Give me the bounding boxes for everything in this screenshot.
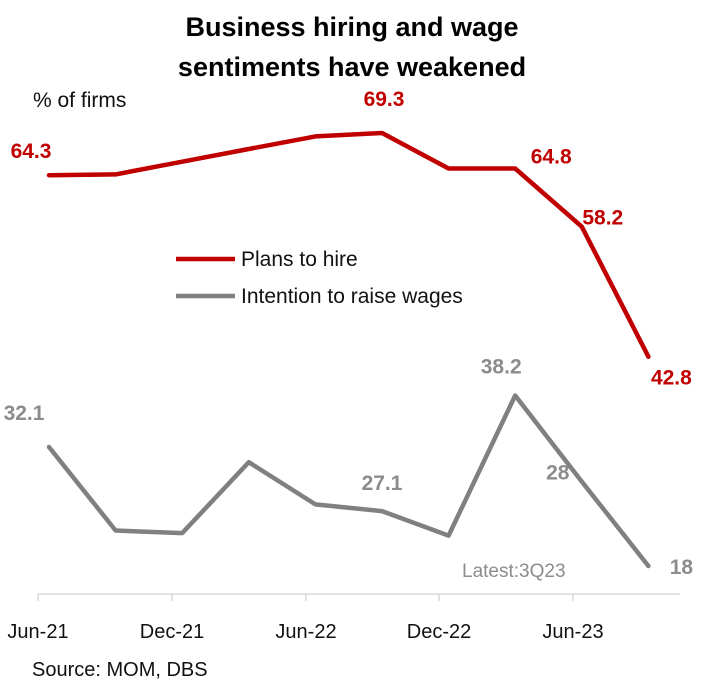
data-label: 32.1 (4, 402, 45, 425)
x-tick-label: Jun-22 (275, 621, 336, 643)
x-tick-label: Jun-21 (7, 621, 68, 643)
data-label: 64.8 (531, 146, 572, 169)
x-tick-label: Dec-22 (407, 621, 471, 643)
legend: Plans to hire Intention to raise wages (176, 248, 463, 308)
data-label: 18 (670, 556, 694, 579)
data-label: 38.2 (481, 356, 522, 379)
source-note: Source: MOM, DBS (32, 659, 208, 681)
plans-to-hire-line (46, 130, 651, 359)
chart-title-line-2: sentiments have weakened (178, 52, 526, 82)
x-axis-ticks: Jun-21 Dec-21 Jun-22 Dec-22 Jun-23 (7, 594, 604, 643)
data-label: 27.1 (362, 472, 403, 495)
chart-title-line-1: Business hiring and wage (185, 12, 518, 42)
y-axis-unit-label: % of firms (33, 89, 126, 112)
legend-label-plans-to-hire: Plans to hire (241, 248, 358, 271)
data-label: 28 (546, 462, 570, 485)
data-label: 58.2 (582, 207, 623, 230)
data-labels: 64.3 69.3 64.8 58.2 42.8 32.1 27.1 38.2 28 18 (4, 88, 694, 579)
latest-annotation: Latest:3Q23 (462, 561, 566, 582)
data-label: 64.3 (11, 140, 52, 163)
data-label: 69.3 (364, 88, 405, 111)
wage-intention-line (46, 393, 651, 569)
legend-label-wage-intention: Intention to raise wages (241, 285, 463, 308)
data-label: 42.8 (651, 367, 692, 390)
x-tick-label: Dec-21 (140, 621, 204, 643)
x-tick-label: Jun-23 (542, 621, 603, 643)
